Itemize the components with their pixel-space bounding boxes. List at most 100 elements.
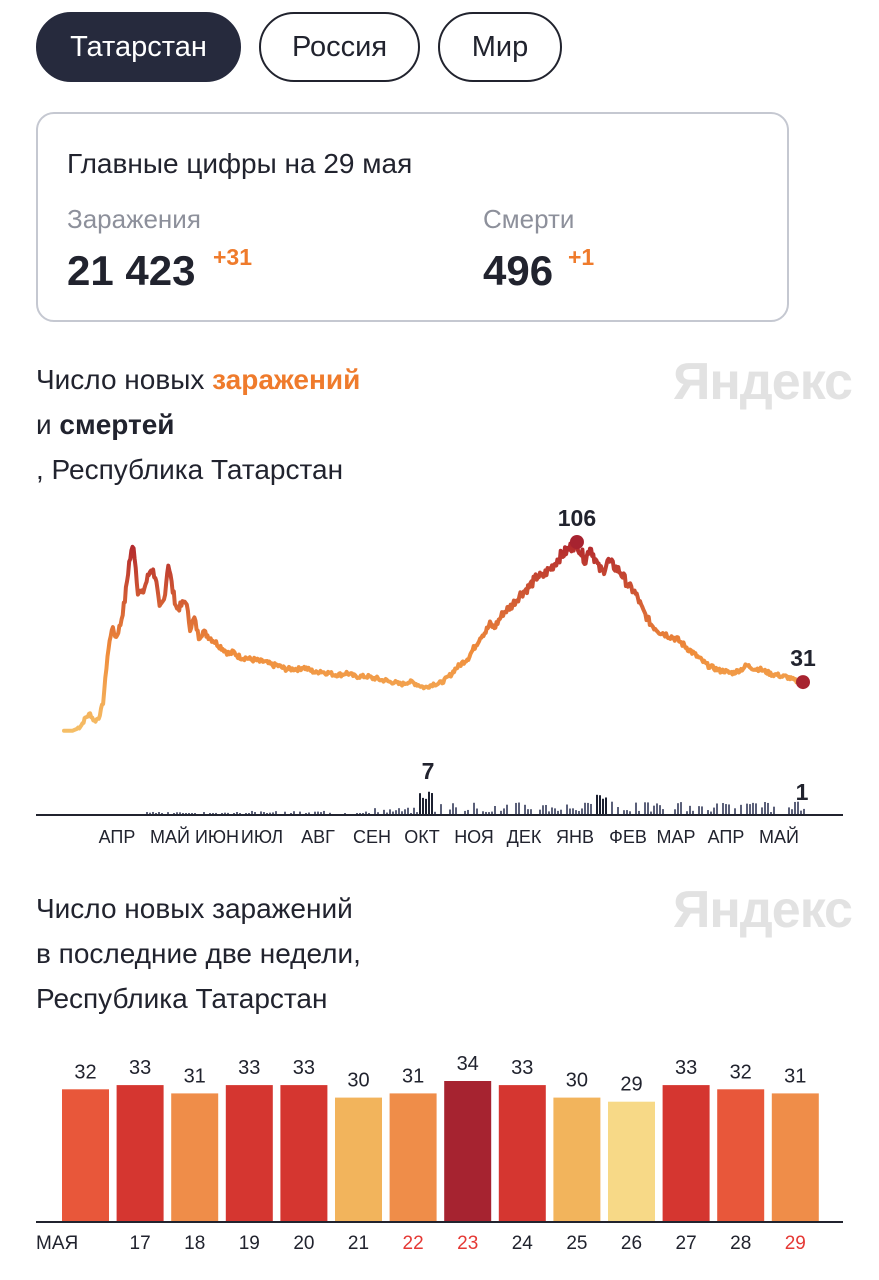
death-bar	[524, 804, 526, 815]
death-bar	[611, 801, 613, 815]
x-tick-label: 25	[566, 1233, 587, 1254]
death-bar	[659, 805, 661, 815]
infections-value: 21 423	[67, 247, 196, 294]
bar	[608, 1101, 655, 1222]
deaths-delta: +1	[568, 244, 595, 270]
death-bar	[452, 803, 454, 815]
death-bar	[284, 811, 286, 815]
month-label: ОКТ	[404, 827, 439, 847]
death-bar	[623, 810, 625, 815]
bar-value-label: 31	[784, 1065, 806, 1087]
x-tick-label: 28	[730, 1233, 751, 1254]
death-bar	[557, 810, 559, 815]
chart2-title: Число новых заражений в последние две не…	[36, 886, 361, 1021]
death-bar	[275, 811, 277, 815]
bar-value-label: 34	[457, 1053, 479, 1075]
death-bar	[551, 807, 553, 815]
death-bar	[449, 809, 451, 815]
death-bar	[467, 809, 469, 815]
month-labels: АПР МАЙ ИЮН ИЮЛ АВГ СЕН ОКТ НОЯ ДЕК ЯНВ ФЕВ МАР АПР М…	[99, 826, 799, 847]
x-tick-label: 26	[621, 1233, 642, 1254]
death-bar	[503, 808, 505, 815]
bar-value-label: 30	[566, 1070, 588, 1092]
death-bar	[386, 812, 388, 815]
death-bar	[431, 793, 433, 815]
two-week-bar-chart: 32 33 31 33 33 30 31 34 33 30 29 33 32 31 17 18 19 20 21 2…	[36, 1053, 843, 1254]
death-bar	[158, 812, 160, 815]
tab-world[interactable]: Мир	[438, 12, 562, 82]
death-bar	[215, 812, 217, 815]
death-bar	[485, 811, 487, 815]
death-bar	[605, 797, 607, 815]
death-bar	[515, 802, 517, 815]
death-bar	[803, 808, 805, 815]
death-bar	[254, 812, 256, 815]
death-bar	[755, 803, 757, 815]
death-bar	[251, 810, 253, 815]
tab-russia[interactable]: Россия	[259, 12, 420, 82]
bar-value-label: 32	[74, 1061, 96, 1083]
death-bar	[626, 810, 628, 815]
x-tick-label: 29	[785, 1233, 806, 1254]
death-bar	[329, 812, 331, 815]
death-bar	[236, 812, 238, 815]
death-bar	[797, 801, 799, 815]
tab-tatarstan[interactable]: Татарстан	[36, 12, 241, 82]
death-bar	[617, 807, 619, 815]
death-bar	[395, 810, 397, 815]
bar-value-label: 33	[511, 1057, 533, 1079]
bar	[280, 1085, 328, 1222]
bar	[225, 1085, 273, 1222]
death-bar	[494, 805, 496, 815]
death-bar	[770, 812, 772, 815]
month-label: ИЮН	[195, 827, 239, 847]
death-bar	[203, 812, 205, 815]
x-tick-label: 23	[457, 1233, 478, 1254]
death-bar	[629, 811, 631, 815]
death-bar	[401, 811, 403, 815]
bar	[717, 1089, 765, 1222]
death-bar	[428, 791, 430, 815]
death-bar	[473, 802, 475, 815]
death-bar	[455, 807, 457, 815]
death-bar	[542, 805, 544, 815]
month-label: ЯНВ	[556, 827, 594, 847]
death-bar	[728, 804, 730, 815]
month-label: МАР	[656, 827, 695, 847]
peak-label: 106	[558, 505, 596, 531]
death-bar	[413, 807, 415, 815]
death-bar	[425, 798, 427, 815]
death-bar	[224, 812, 226, 815]
bar-value-label: 33	[293, 1057, 315, 1079]
bar	[116, 1085, 164, 1222]
chart2-title-line1: Число новых заражений	[36, 893, 353, 924]
death-bar	[491, 811, 493, 815]
death-bar	[761, 807, 763, 815]
death-bar	[596, 794, 598, 815]
month-label: МАЙ	[150, 826, 190, 847]
chart1-title-line2-bold: смертей	[59, 409, 175, 440]
summary-title: Главные цифры на 29 мая	[67, 148, 413, 179]
death-bar	[377, 812, 379, 815]
month-label: АПР	[708, 827, 745, 847]
death-bar	[650, 811, 652, 815]
summary-card: Главные цифры на 29 мая Заражения 21 423…	[36, 112, 789, 322]
death-bar	[263, 812, 265, 815]
death-bar	[764, 802, 766, 815]
chart1-title-highlight: заражений	[212, 364, 361, 395]
death-bar	[794, 801, 796, 815]
death-bar	[734, 808, 736, 815]
death-bar	[464, 810, 466, 815]
death-bar	[272, 812, 274, 815]
bar-value-label: 32	[730, 1061, 752, 1083]
chart2-title-line2: в последние две недели,	[36, 938, 361, 969]
death-bar	[167, 812, 169, 815]
bar	[335, 1097, 382, 1222]
x-tick-label: 27	[676, 1233, 697, 1254]
death-bar	[179, 812, 181, 815]
month-label: ФЕВ	[609, 827, 647, 847]
death-bar	[647, 802, 649, 815]
death-bar	[434, 811, 436, 815]
death-bar	[407, 807, 409, 815]
last-label: 31	[790, 645, 816, 671]
